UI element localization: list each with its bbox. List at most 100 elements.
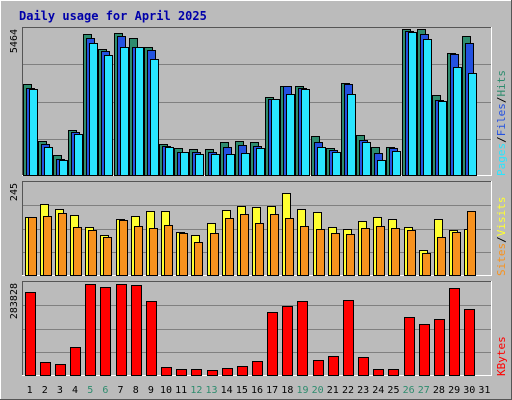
bar-sites-day-13 bbox=[210, 233, 219, 276]
bar-pages-day-9 bbox=[150, 59, 159, 176]
x-tick-label: 13 bbox=[205, 385, 217, 396]
bar-pages-day-29 bbox=[453, 67, 462, 176]
bar-kbytes-day-29 bbox=[449, 288, 460, 376]
legend-files: Files bbox=[495, 103, 508, 136]
bar-pages-day-28 bbox=[438, 101, 447, 176]
legend: Sites/Visits bbox=[495, 197, 508, 277]
bar-pages-day-19 bbox=[301, 89, 310, 176]
bar-pages-day-12 bbox=[195, 154, 204, 176]
x-tick-label: 11 bbox=[175, 385, 187, 396]
x-tick-label: 31 bbox=[478, 385, 490, 396]
bar-kbytes-day-20 bbox=[313, 360, 324, 376]
bar-pages-day-14 bbox=[226, 154, 235, 176]
bar-sites-day-17 bbox=[270, 214, 279, 276]
bar-pages-day-23 bbox=[362, 142, 371, 176]
bar-sites-day-15 bbox=[240, 214, 249, 276]
bar-kbytes-day-14 bbox=[222, 368, 233, 376]
bar-kbytes-day-5 bbox=[85, 284, 96, 376]
bar-sites-day-8 bbox=[134, 226, 143, 276]
x-tick-label: 24 bbox=[372, 385, 384, 396]
bar-sites-day-1 bbox=[28, 217, 37, 276]
bar-sites-day-6 bbox=[103, 237, 112, 276]
bar-kbytes-day-22 bbox=[343, 300, 354, 376]
x-tick-label: 18 bbox=[281, 385, 293, 396]
legend-separator: / bbox=[495, 136, 508, 143]
bar-pages-day-3 bbox=[59, 160, 68, 176]
bar-pages-day-22 bbox=[347, 94, 356, 176]
panel-kbytes: 283828 KBytes bbox=[9, 281, 508, 376]
bar-kbytes-day-28 bbox=[434, 319, 445, 376]
bar-pages-day-13 bbox=[211, 154, 220, 176]
bar-kbytes-day-16 bbox=[252, 361, 263, 376]
legend-separator: / bbox=[495, 97, 508, 104]
x-axis-labels: 1 2 3 4 5 6 7 8 9 10 11 12 13 14 15 16 17 18 19 20 21 22 23 24 2… bbox=[27, 385, 491, 396]
legend-kbytes: KBytes bbox=[495, 336, 508, 376]
x-tick-label: 30 bbox=[463, 385, 475, 396]
bar-sites-day-14 bbox=[225, 218, 234, 276]
bar-sites-day-20 bbox=[316, 229, 325, 276]
x-tick-label: 8 bbox=[133, 385, 139, 396]
bar-kbytes-day-4 bbox=[70, 347, 81, 376]
x-tick-label: 29 bbox=[448, 385, 460, 396]
x-tick-label: 21 bbox=[327, 385, 339, 396]
bar-pages-day-1 bbox=[29, 89, 38, 176]
bar-kbytes-day-18 bbox=[282, 306, 293, 376]
bar-sites-day-10 bbox=[164, 225, 173, 276]
legend-pages: Pages bbox=[495, 143, 508, 176]
bar-kbytes-day-11 bbox=[176, 369, 187, 376]
y-max-label: 283828 bbox=[9, 283, 20, 319]
bar-sites-day-30 bbox=[467, 211, 476, 276]
legend-hits: Hits bbox=[495, 70, 508, 97]
bar-kbytes-day-9 bbox=[146, 301, 157, 376]
legend-sites: Sites bbox=[495, 243, 508, 276]
bar-kbytes-day-2 bbox=[40, 362, 51, 376]
panel-visits-sites: 245 Sites/Visits bbox=[9, 181, 508, 276]
bar-kbytes-day-27 bbox=[419, 324, 430, 376]
bar-kbytes-day-10 bbox=[161, 367, 172, 376]
bar-sites-day-29 bbox=[452, 232, 461, 276]
x-tick-label: 27 bbox=[418, 385, 430, 396]
bar-pages-day-6 bbox=[104, 55, 113, 176]
bar-pages-day-5 bbox=[89, 43, 98, 176]
y-max-label: 5464 bbox=[9, 29, 20, 53]
legend: KBytes bbox=[495, 336, 508, 376]
bar-pages-day-15 bbox=[241, 153, 250, 176]
x-tick-label: 2 bbox=[42, 385, 48, 396]
legend-separator: / bbox=[495, 236, 508, 243]
bar-sites-day-24 bbox=[376, 226, 385, 276]
bar-pages-day-17 bbox=[271, 99, 280, 176]
x-tick-label: 28 bbox=[433, 385, 445, 396]
bar-sites-day-5 bbox=[88, 230, 97, 276]
legend-visits: Visits bbox=[495, 197, 508, 237]
x-tick-label: 3 bbox=[57, 385, 63, 396]
x-tick-label: 25 bbox=[387, 385, 399, 396]
bar-kbytes-day-12 bbox=[191, 369, 202, 376]
bar-pages-day-10 bbox=[165, 147, 174, 176]
bar-kbytes-day-6 bbox=[100, 287, 111, 376]
bar-sites-day-2 bbox=[43, 216, 52, 276]
bar-sites-day-18 bbox=[285, 218, 294, 276]
bar-sites-day-26 bbox=[407, 230, 416, 276]
bar-kbytes-day-17 bbox=[267, 312, 278, 376]
bar-kbytes-day-3 bbox=[55, 364, 66, 376]
bar-kbytes-day-13 bbox=[207, 370, 218, 376]
x-tick-label: 19 bbox=[296, 385, 308, 396]
x-tick-label: 5 bbox=[87, 385, 93, 396]
bar-sites-day-28 bbox=[437, 237, 446, 276]
legend: Pages/Files/Hits bbox=[495, 70, 508, 176]
x-tick-label: 1 bbox=[27, 385, 33, 396]
bar-kbytes-day-19 bbox=[297, 301, 308, 376]
bar-pages-day-8 bbox=[135, 47, 144, 176]
bar-sites-day-11 bbox=[179, 233, 188, 276]
bar-kbytes-day-1 bbox=[25, 292, 36, 376]
bar-sites-day-16 bbox=[255, 223, 264, 276]
bar-pages-day-25 bbox=[392, 151, 401, 176]
bar-pages-day-27 bbox=[423, 39, 432, 176]
bar-kbytes-day-8 bbox=[131, 285, 142, 376]
x-tick-label: 20 bbox=[312, 385, 324, 396]
bar-pages-day-24 bbox=[377, 160, 386, 176]
x-tick-label: 12 bbox=[190, 385, 202, 396]
x-tick-label: 22 bbox=[342, 385, 354, 396]
